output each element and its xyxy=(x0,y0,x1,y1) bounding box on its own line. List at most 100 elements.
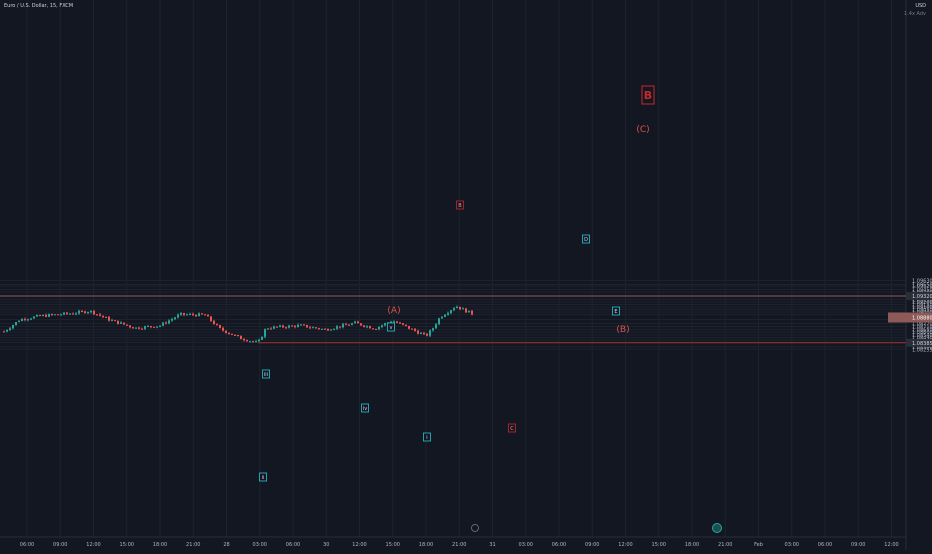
price-tick-label: 1.08710 xyxy=(912,325,932,331)
price-tick-label: 1.08650 xyxy=(912,328,932,334)
wave-label-box xyxy=(387,322,395,332)
candle-body xyxy=(78,310,80,314)
candle-body xyxy=(372,328,374,330)
candle-body xyxy=(33,316,35,319)
candle-body xyxy=(129,325,131,328)
candle-body xyxy=(126,324,128,326)
candle-body xyxy=(222,328,224,331)
time-tick-label: 30 xyxy=(323,542,329,548)
candle-body xyxy=(36,315,38,317)
time-tick-label: Feb xyxy=(754,542,763,548)
candle-body xyxy=(462,308,464,310)
candle-body xyxy=(93,310,95,315)
candle-body xyxy=(312,327,314,329)
candle-body xyxy=(378,326,380,330)
wave-label-box xyxy=(259,472,267,482)
time-tick-label: 03:00 xyxy=(785,542,799,548)
candle-body xyxy=(255,341,257,343)
wave-label-text: B xyxy=(458,203,462,209)
candle-body xyxy=(369,326,371,329)
candle-body xyxy=(438,318,440,325)
candle-body xyxy=(180,313,182,315)
candle-body xyxy=(21,318,23,322)
candle-body xyxy=(339,326,341,328)
candle-body xyxy=(363,325,365,327)
candle-body xyxy=(288,325,290,328)
candle-body xyxy=(264,329,266,337)
price-tick-label: 1.09630 xyxy=(912,279,932,285)
candle-body xyxy=(96,314,98,316)
symbol-title[interactable]: Euro / U.S. Dollar, 15, FXCM xyxy=(4,3,74,9)
candle-body xyxy=(315,327,317,329)
candle-body xyxy=(444,314,446,317)
candle-body xyxy=(435,324,437,329)
candle-body xyxy=(303,324,305,326)
candle-body xyxy=(267,328,269,330)
candle-body xyxy=(189,313,191,315)
candle-body xyxy=(177,314,179,318)
candle-body xyxy=(381,325,383,327)
time-axis[interactable]: 06:00 09:00 12:00 15:00 18:00 21:00 28 03:00 06:… xyxy=(20,542,899,548)
candle-body xyxy=(318,328,320,330)
candle-body xyxy=(81,310,83,312)
price-axis[interactable]: 1.096301.095501.095201.094501.094001.093… xyxy=(888,279,932,354)
wave-label-box xyxy=(641,85,655,105)
price-tick-label: 1.08300 xyxy=(912,345,932,351)
candle-body xyxy=(297,324,299,327)
candle-body xyxy=(114,320,116,322)
time-tick-label: 12:00 xyxy=(352,542,366,548)
candle-body xyxy=(384,323,386,326)
candle-body xyxy=(204,314,206,316)
time-tick-label: 21:00 xyxy=(186,542,200,548)
time-tick-label: 15:00 xyxy=(120,542,134,548)
candle-body xyxy=(54,314,56,316)
candle-body xyxy=(216,324,218,326)
price-tick-label: 1.09200 xyxy=(912,300,932,306)
candle-body xyxy=(39,315,41,317)
price-tick-label: 1.08770 xyxy=(912,322,932,328)
candle-body xyxy=(240,335,242,340)
wave-label-paren: (C) xyxy=(636,125,649,135)
candle-body xyxy=(375,329,377,331)
price-tick-label: 1.09520 xyxy=(912,284,932,290)
time-markers-layer xyxy=(471,523,722,533)
time-tick-label: 03:00 xyxy=(519,542,533,548)
wave-label-box xyxy=(423,432,431,442)
candle-body xyxy=(234,334,236,336)
candle-body xyxy=(102,315,104,317)
candles-layer xyxy=(3,305,473,343)
wave-label-text: v xyxy=(390,325,393,331)
candle-body xyxy=(342,324,344,328)
candle-body xyxy=(183,313,185,315)
candle-body xyxy=(159,325,161,327)
candle-body xyxy=(210,316,212,321)
candle-body xyxy=(420,333,422,335)
candle-body xyxy=(141,328,143,330)
wave-label-box xyxy=(508,423,516,433)
candle-body xyxy=(156,326,158,328)
candle-body xyxy=(414,328,416,331)
candle-body xyxy=(237,335,239,337)
candle-body xyxy=(243,339,245,341)
time-tick-label: 28 xyxy=(223,542,229,548)
candle-body xyxy=(294,325,296,327)
candle-body xyxy=(396,321,398,323)
time-tick-label: 09:00 xyxy=(585,542,599,548)
time-tick-label: 18:00 xyxy=(419,542,433,548)
candle-body xyxy=(6,330,8,332)
candle-body xyxy=(345,324,347,326)
candle-body xyxy=(468,310,470,313)
candle-body xyxy=(12,325,14,329)
scale-subtitle: 1.4x Adv xyxy=(904,11,926,17)
candle-body xyxy=(282,325,284,328)
candle-body xyxy=(3,331,5,333)
wave-label-box xyxy=(582,234,590,244)
time-tick-label: 12:00 xyxy=(618,542,632,548)
candle-body xyxy=(402,323,404,325)
time-tick-label: 18:00 xyxy=(153,542,167,548)
time-tick-label: 15:00 xyxy=(652,542,666,548)
